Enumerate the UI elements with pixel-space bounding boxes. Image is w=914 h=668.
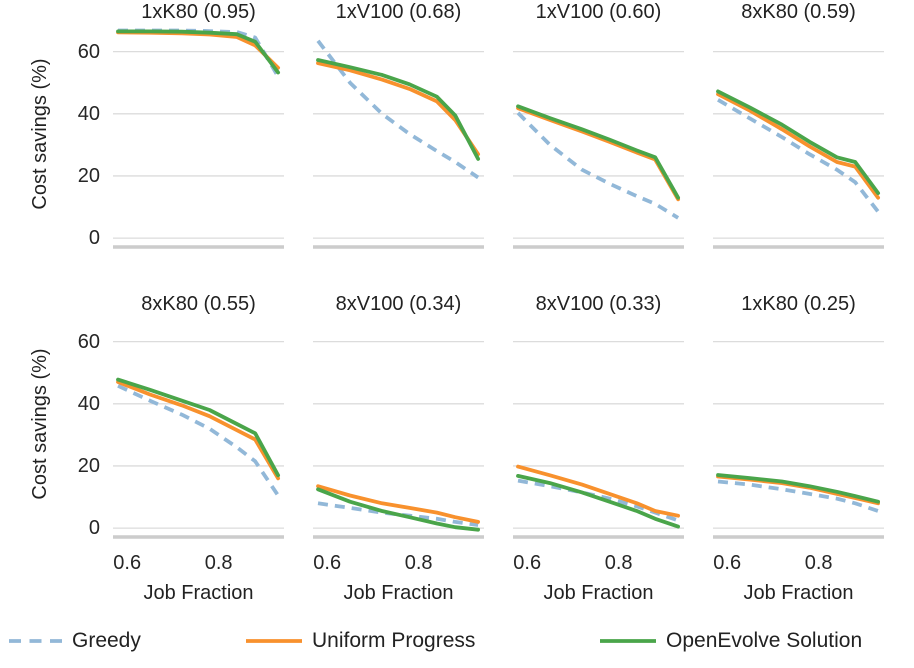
x-axis-label: Job Fraction <box>543 582 654 604</box>
subplot-title: 1xV100 (0.68) <box>335 1 462 23</box>
legend-line-swatch <box>246 639 302 643</box>
subplot-title: 8xK80 (0.59) <box>741 1 856 23</box>
series-line-greedy <box>717 479 879 513</box>
legend-label: Uniform Progress <box>312 629 476 652</box>
subplot-title: 8xK80 (0.55) <box>141 293 256 315</box>
series-line-uniform-progress <box>516 464 681 518</box>
series-line-uniform-progress <box>716 474 881 506</box>
legend-item-uniform-progress: Uniform Progress <box>246 624 475 658</box>
x-tick-label: 0.8 <box>404 552 433 574</box>
subplot-plot-area <box>113 28 284 249</box>
series-line-openevolve-solution <box>516 473 681 529</box>
y-tick-label: 0 <box>88 227 100 250</box>
series-line-openevolve-solution <box>516 104 681 200</box>
subplot-title: 1xK80 (0.95) <box>141 1 256 23</box>
series-line-greedy <box>316 39 480 180</box>
series-line-uniform-progress <box>516 106 681 202</box>
series-line-greedy <box>517 478 679 523</box>
x-axis-label: Job Fraction <box>743 582 854 604</box>
legend-label: OpenEvolve Solution <box>666 629 863 652</box>
x-tick-label: 0.6 <box>513 552 542 574</box>
legend-label: Greedy <box>72 629 141 652</box>
x-tick-label: 0.8 <box>604 552 633 574</box>
subplot-plot-area <box>313 340 484 539</box>
series-line-greedy <box>117 384 280 497</box>
series-line-uniform-progress <box>316 484 481 524</box>
series-line-greedy <box>717 98 880 213</box>
x-tick-label: 0.6 <box>713 552 742 574</box>
subplot-plot-area <box>113 340 284 539</box>
x-tick-label: 0.6 <box>313 552 342 574</box>
subplot-plot-area <box>513 50 684 249</box>
subplot-plot-area <box>313 39 484 249</box>
legend-line-swatch <box>600 639 656 643</box>
subplot-title: 8xV100 (0.34) <box>335 293 462 315</box>
y-tick-label: 60 <box>77 40 100 63</box>
x-tick-label: 0.6 <box>113 552 142 574</box>
y-tick-label: 20 <box>77 164 100 187</box>
y-axis-label: Cost savings (%) <box>29 348 51 500</box>
x-axis-label: Job Fraction <box>143 582 254 604</box>
x-tick-label: 0.8 <box>804 552 833 574</box>
legend-dashed-line-swatch <box>9 639 62 643</box>
series-line-greedy <box>516 111 680 220</box>
subplot-title: 1xK80 (0.25) <box>741 293 856 315</box>
series-line-uniform-progress <box>716 92 881 200</box>
series-line-greedy <box>118 28 280 78</box>
legend-item-greedy: Greedy <box>9 624 141 658</box>
legend-item-openevolve-solution: OpenEvolve Solution <box>600 624 862 658</box>
series-line-openevolve-solution <box>316 487 481 532</box>
series-line-openevolve-solution <box>316 58 481 161</box>
subplot-title: 8xV100 (0.33) <box>535 293 662 315</box>
y-tick-label: 60 <box>77 330 100 353</box>
y-tick-label: 40 <box>77 102 100 125</box>
series-line-openevolve-solution <box>716 89 881 196</box>
y-axis-label: Cost savings (%) <box>29 58 51 210</box>
x-axis-label: Job Fraction <box>343 582 454 604</box>
series-line-openevolve-solution <box>716 473 881 504</box>
legend: Greedy Uniform Progress OpenEvolve Solutio… <box>0 624 914 658</box>
subplot-title: 1xV100 (0.60) <box>535 1 662 23</box>
series-line-openevolve-solution <box>116 29 281 75</box>
subplot-plot-area <box>713 340 884 539</box>
y-tick-label: 40 <box>77 392 100 415</box>
subplot-plot-area <box>513 340 684 539</box>
series-line-openevolve-solution <box>116 377 281 478</box>
x-tick-label: 0.8 <box>204 552 233 574</box>
y-tick-label: 0 <box>88 517 100 540</box>
series-line-uniform-progress <box>316 61 481 157</box>
subplot-plot-area <box>713 50 884 249</box>
series-line-uniform-progress <box>116 380 281 481</box>
y-tick-label: 20 <box>77 454 100 477</box>
